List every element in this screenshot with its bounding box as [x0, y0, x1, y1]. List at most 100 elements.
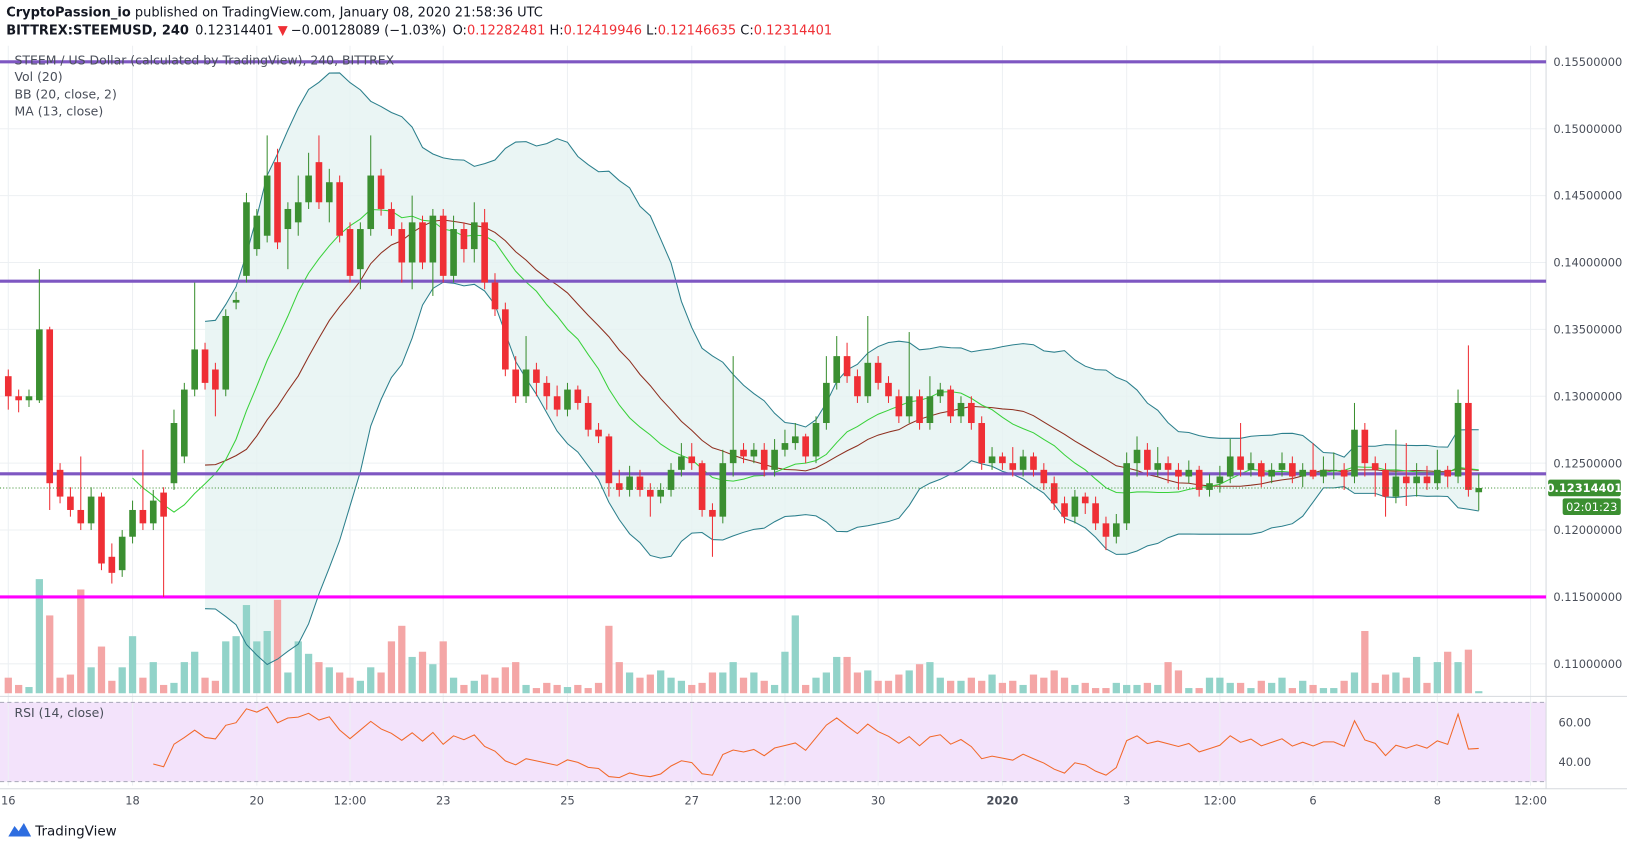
- volume-bar: [429, 664, 437, 694]
- volume-bar: [501, 667, 509, 694]
- y-tick-label: 0.14500000: [1553, 189, 1622, 203]
- candle-body: [15, 396, 22, 401]
- volume-bar: [905, 670, 913, 694]
- candle-body: [388, 208, 395, 230]
- candle-body: [346, 229, 354, 276]
- candle-body: [1465, 402, 1472, 490]
- candle-body: [284, 208, 292, 230]
- candle-body: [481, 222, 488, 283]
- candle-body: [118, 536, 126, 571]
- volume-bar: [97, 646, 106, 694]
- volume-bar: [1216, 677, 1224, 694]
- x-tick-label: 3: [1123, 793, 1130, 807]
- volume-bar: [1309, 684, 1317, 694]
- candle-body: [1340, 469, 1348, 477]
- candle-body: [1175, 469, 1182, 477]
- volume-bar: [1340, 680, 1348, 694]
- rsi-line: [153, 706, 1479, 779]
- candle-body: [263, 175, 271, 236]
- candle-body: [98, 496, 105, 564]
- candle-body: [1030, 456, 1037, 470]
- volume-bar: [284, 672, 292, 694]
- symbol-line: BITTREX:STEEMUSD, 240 0.12314401 ▼ −0.00128…: [6, 23, 832, 38]
- volume-bar: [449, 677, 458, 694]
- x-tick-label: 20: [250, 793, 265, 807]
- volume-bar: [77, 589, 85, 694]
- volume-bar: [936, 677, 944, 694]
- change: −0.00128089 (−1.03%): [291, 23, 447, 38]
- volume-bar: [625, 672, 634, 694]
- volume-bar: [356, 680, 365, 694]
- candle-body: [823, 382, 830, 424]
- candle-body: [781, 443, 789, 450]
- volume-bar: [1330, 688, 1338, 694]
- rsi-tick-label: 40.00: [1559, 755, 1592, 769]
- volume-bar: [1381, 674, 1390, 694]
- volume-bar: [1350, 672, 1359, 694]
- last-price: 0.12314401: [195, 23, 273, 38]
- volume-bar: [1050, 670, 1058, 694]
- volume-bar: [1143, 682, 1152, 694]
- candle-body: [222, 315, 230, 390]
- candle-body: [522, 369, 530, 397]
- candle-body: [1278, 463, 1286, 470]
- x-tick-label: 12:00: [1203, 793, 1236, 807]
- bb-upper: [204, 72, 1479, 458]
- volume-bar: [304, 653, 313, 694]
- volume-bar: [1464, 649, 1473, 694]
- countdown: 02:01:23: [1566, 500, 1617, 514]
- candle-body: [895, 396, 903, 417]
- volume-bar: [1392, 672, 1400, 694]
- volume-bar: [491, 677, 499, 694]
- volume-bar: [118, 667, 126, 694]
- volume-bar: [346, 677, 354, 694]
- candle-body: [791, 436, 799, 444]
- volume-bar: [946, 680, 955, 694]
- volume-bar: [667, 677, 675, 694]
- candle-body: [533, 369, 540, 383]
- candle-body: [667, 469, 675, 490]
- candle-body: [1361, 429, 1369, 464]
- volume-bar: [864, 670, 872, 694]
- volume-bar: [1195, 688, 1203, 694]
- candle-body: [1444, 469, 1452, 477]
- close: 0.12314401: [754, 23, 832, 38]
- candle-body: [843, 356, 851, 377]
- candle-body: [129, 509, 136, 537]
- volume-bar: [1154, 684, 1162, 694]
- volume-bar: [439, 641, 447, 694]
- volume-bar: [367, 667, 375, 694]
- volume-bar: [1164, 662, 1172, 694]
- candle-body: [305, 175, 312, 203]
- candle-body: [4, 376, 12, 397]
- x-tick-label: 27: [684, 793, 699, 807]
- candle-body: [1247, 463, 1255, 470]
- candle-body: [36, 329, 43, 401]
- candle-body: [864, 362, 872, 397]
- volume-bar: [915, 664, 924, 694]
- candle-body: [750, 449, 758, 457]
- candle-body: [1434, 469, 1441, 484]
- countdown-box: [1562, 498, 1621, 515]
- volume-bar: [87, 667, 95, 694]
- candle-body: [647, 489, 654, 497]
- candle-body: [584, 402, 592, 430]
- candle-body: [56, 469, 64, 497]
- x-tick-label: 6: [1309, 793, 1316, 807]
- candle-body: [874, 362, 882, 383]
- volume-bar: [1226, 682, 1234, 694]
- candle-body: [999, 456, 1006, 464]
- candle-body: [657, 489, 664, 497]
- volume-bar: [770, 684, 779, 694]
- change-arrow: ▼: [278, 23, 288, 38]
- candle-body: [450, 229, 457, 276]
- candle-body: [688, 456, 696, 464]
- volume-bar: [967, 677, 975, 694]
- candle-body: [926, 396, 934, 424]
- candle-body: [419, 222, 426, 263]
- candle-body: [367, 175, 375, 230]
- volume-bar: [895, 674, 903, 694]
- volume-bar: [46, 615, 54, 694]
- x-tick-label: 23: [436, 793, 451, 807]
